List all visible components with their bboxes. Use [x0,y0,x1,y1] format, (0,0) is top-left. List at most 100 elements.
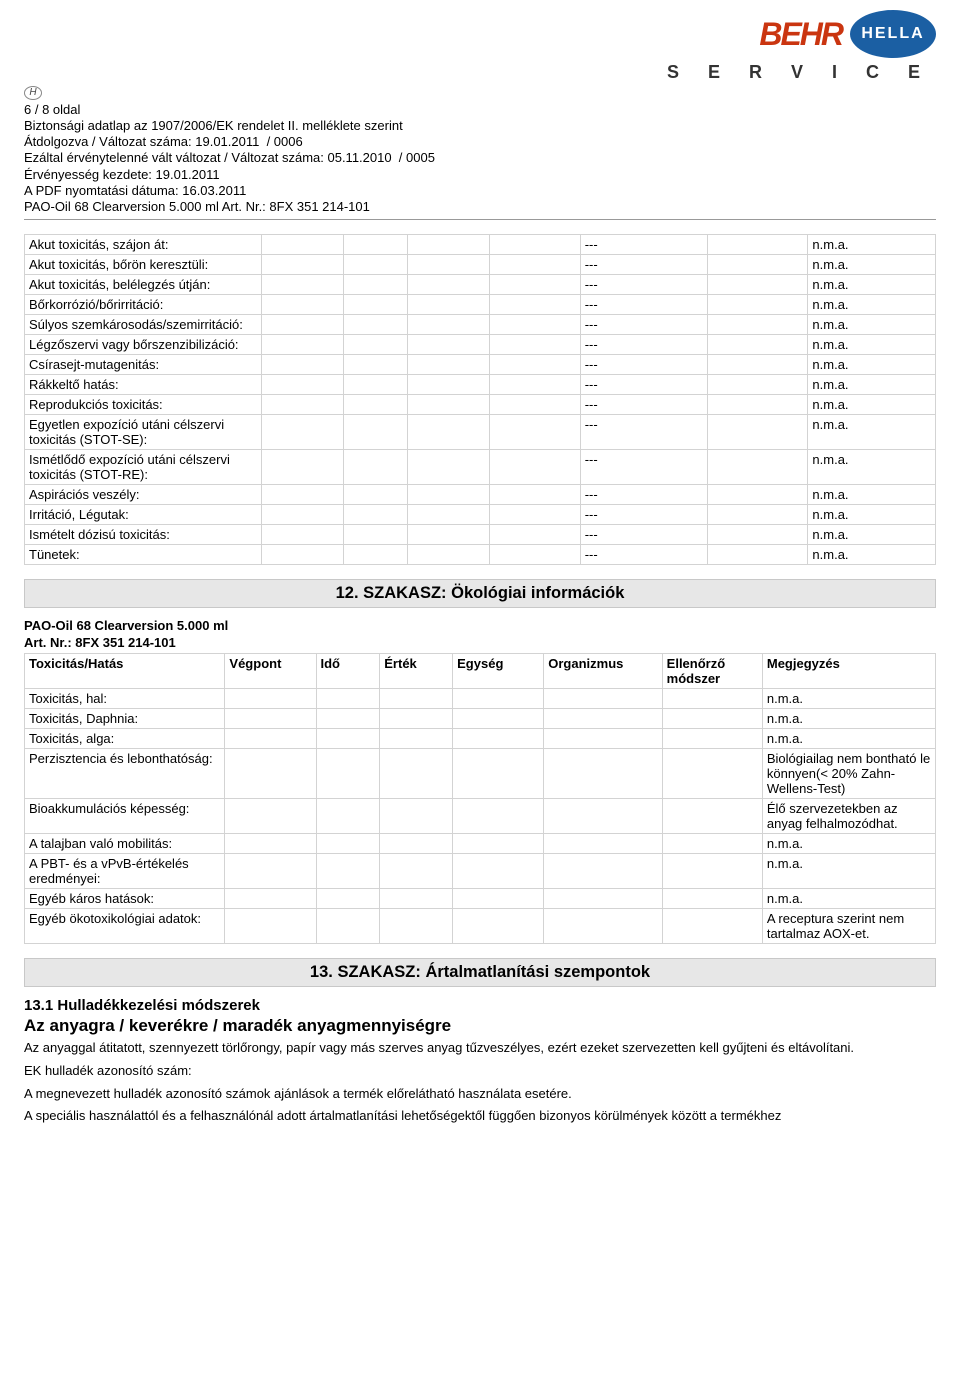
tox-cell [489,505,580,525]
eco-cell [380,908,453,943]
eco-cell [544,833,662,853]
eco-cell [662,853,762,888]
tox-cell [407,255,489,275]
eco-cell [380,748,453,798]
tox-label: Súlyos szemkárosodás/szemirritáció: [25,315,262,335]
tox-label: Ismételt dózisú toxicitás: [25,525,262,545]
eco-cell [225,888,316,908]
tox-note: n.m.a. [808,485,936,505]
tox-dash: --- [580,525,708,545]
tox-dash: --- [580,355,708,375]
s13-subheading-1: 13.1 Hulladékkezelési módszerek [24,997,936,1014]
table-row: Rákkeltő hatás:---n.m.a. [25,375,936,395]
eco-label: Egyéb káros hatások: [25,888,225,908]
table-row: Légzőszervi vagy bőrszenzibilizáció:---n… [25,335,936,355]
table-row: Bioakkumulációs képesség: Élő szervezetek… [25,798,936,833]
tox-cell [261,275,343,295]
tox-cell [489,275,580,295]
eco-cell [453,688,544,708]
table-row: A talajban való mobilitás:n.m.a. [25,833,936,853]
tox-dash: --- [580,415,708,450]
tox-cell [708,505,808,525]
tox-cell [261,315,343,335]
section-12-heading-wrap: 12. SZAKASZ: Ökológiai információk [24,579,936,608]
meta-title: Biztonsági adatlap az 1907/2006/EK rende… [24,118,936,134]
table-row: Egyetlen expozíció utáni célszervi toxic… [25,415,936,450]
tox-label: Aspirációs veszély: [25,485,262,505]
tox-cell [708,335,808,355]
eco-cell [453,833,544,853]
tox-cell [708,355,808,375]
eco-cell [380,708,453,728]
tox-cell [261,295,343,315]
tox-cell [343,505,407,525]
eco-label: A PBT- és a vPvB-értékelés eredményei: [25,853,225,888]
tox-cell [343,335,407,355]
eco-cell [453,908,544,943]
tox-cell [708,235,808,255]
tox-cell [489,235,580,255]
tox-cell [708,315,808,335]
tox-note: n.m.a. [808,505,936,525]
eco-label: Toxicitás, Daphnia: [25,708,225,728]
eco-cell [453,798,544,833]
tox-cell [407,315,489,335]
table-row: A PBT- és a vPvB-értékelés eredményei:n.… [25,853,936,888]
tox-label: Akut toxicitás, belélegzés útján: [25,275,262,295]
eco-note: n.m.a. [762,888,935,908]
toxicity-table: Akut toxicitás, szájon át:---n.m.a.Akut … [24,234,936,565]
tox-dash: --- [580,505,708,525]
service-text: S E R V I C E [24,62,932,83]
tox-cell [343,415,407,450]
tox-cell [261,525,343,545]
tox-cell [407,505,489,525]
section-13-heading: 13. SZAKASZ: Ártalmatlanítási szempontok [24,958,936,987]
s13-para-2: EK hulladék azonosító szám: [24,1063,936,1080]
tox-note: n.m.a. [808,415,936,450]
eco-cell [316,728,380,748]
eco-cell [453,888,544,908]
eco-label: Bioakkumulációs képesség: [25,798,225,833]
eco-cell [380,833,453,853]
eco-cell [380,688,453,708]
tox-note: n.m.a. [808,355,936,375]
eco-cell [316,888,380,908]
eco-cell [225,908,316,943]
table-row: Toxicitás, Daphnia:n.m.a. [25,708,936,728]
eco-note: Élő szervezetekben az anyag felhalmozódh… [762,798,935,833]
meta-product: PAO-Oil 68 Clearversion 5.000 ml Art. Nr… [24,199,936,215]
table-row: Akut toxicitás, bőrön keresztüli:---n.m.… [25,255,936,275]
tox-cell [708,415,808,450]
eco-cell [225,708,316,728]
eco-cell [453,853,544,888]
eco-cell [316,748,380,798]
eco-cell [316,688,380,708]
tox-label: Irritáció, Légutak: [25,505,262,525]
meta-validity: Érvényesség kezdete: 19.01.2011 [24,167,936,183]
eco-cell [316,908,380,943]
table-row: Ismételt dózisú toxicitás:---n.m.a. [25,525,936,545]
table-row: Egyéb káros hatások: n.m.a. [25,888,936,908]
tox-cell [261,355,343,375]
table-row: Irritáció, Légutak: --- n.m.a. [25,505,936,525]
tox-note: n.m.a. [808,335,936,355]
eco-cell [225,728,316,748]
eco-cell [662,728,762,748]
table-row: Aspirációs veszély:---n.m.a. [25,485,936,505]
tox-cell [489,450,580,485]
tox-cell [261,505,343,525]
ecology-table: Toxicitás/Hatás Végpont Idő Érték Egység… [24,653,936,944]
eco-cell [316,798,380,833]
document-meta: 6 / 8 oldal Biztonsági adatlap az 1907/2… [24,102,936,216]
tox-cell [489,255,580,275]
eco-cell [453,708,544,728]
eco-col-endpoint: Végpont [225,653,316,688]
eco-cell [380,728,453,748]
eco-cell [662,888,762,908]
eco-label: Toxicitás, hal: [25,688,225,708]
tox-note: n.m.a. [808,375,936,395]
tox-note: n.m.a. [808,395,936,415]
s13-para-3: A megnevezett hulladék azonosító számok … [24,1086,936,1103]
tox-cell [261,335,343,355]
eco-cell [225,853,316,888]
